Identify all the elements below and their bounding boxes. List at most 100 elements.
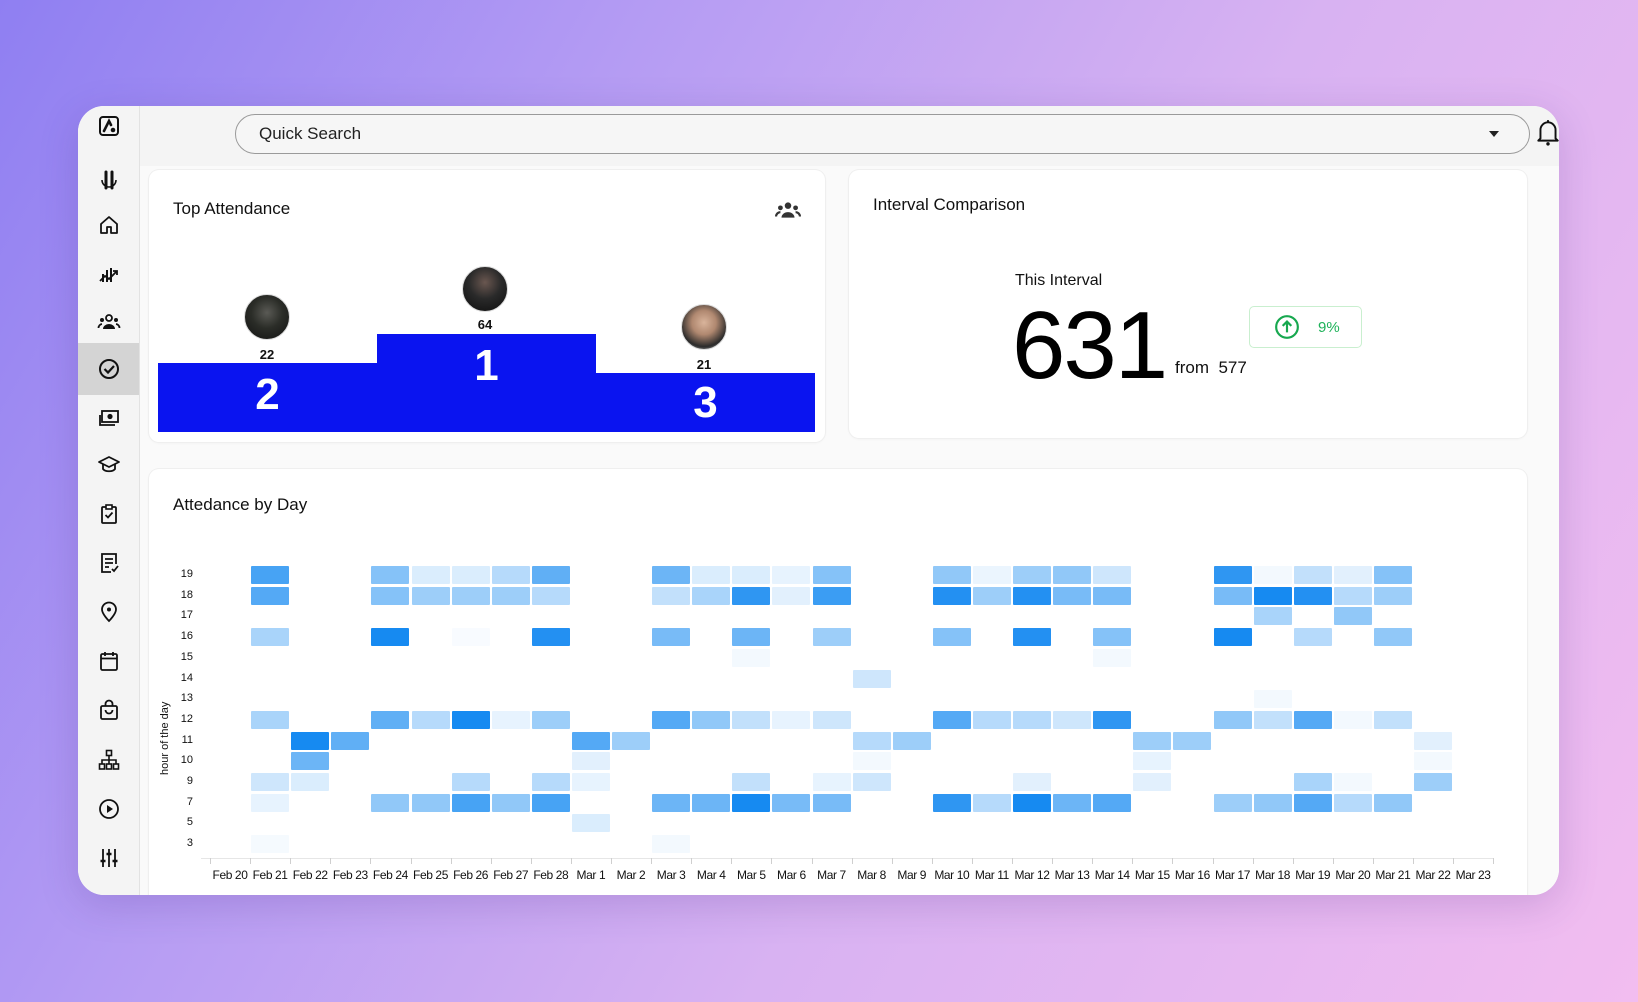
heatmap-cell[interactable] xyxy=(491,793,530,812)
heatmap-cell[interactable] xyxy=(251,773,290,791)
calendar-icon[interactable] xyxy=(78,641,139,681)
heatmap-cell[interactable] xyxy=(812,566,851,584)
heatmap-cell[interactable] xyxy=(531,773,570,791)
heatmap-cell[interactable] xyxy=(411,586,450,605)
heatmap-cell[interactable] xyxy=(772,586,811,605)
heatmap-cell[interactable] xyxy=(571,773,610,791)
heatmap-cell[interactable] xyxy=(451,628,490,647)
heatmap-cell[interactable] xyxy=(852,773,891,791)
heatmap-cell[interactable] xyxy=(732,648,771,667)
heatmap-cell[interactable] xyxy=(692,793,731,812)
heatmap-cell[interactable] xyxy=(1333,773,1372,791)
heatmap-cell[interactable] xyxy=(1013,586,1051,605)
heatmap-cell[interactable] xyxy=(571,752,610,771)
org-chart-icon[interactable] xyxy=(78,740,139,780)
heatmap-cell[interactable] xyxy=(291,731,330,750)
heatmap-cell[interactable] xyxy=(852,752,891,771)
heatmap-cell[interactable] xyxy=(652,628,691,647)
heatmap-cell[interactable] xyxy=(812,710,851,729)
sliders-icon[interactable] xyxy=(78,838,139,878)
quick-search-input[interactable]: Quick Search xyxy=(235,114,1530,154)
heatmap-cell[interactable] xyxy=(1293,566,1332,584)
heatmap-cell[interactable] xyxy=(772,566,811,584)
heatmap-cell[interactable] xyxy=(692,710,731,729)
heatmap-cell[interactable] xyxy=(291,752,330,771)
brand-mark-icon[interactable] xyxy=(78,160,139,200)
shopping-bag-icon[interactable] xyxy=(78,690,139,730)
heatmap-cell[interactable] xyxy=(1213,710,1252,729)
heatmap-cell[interactable] xyxy=(411,793,450,812)
heatmap-cell[interactable] xyxy=(972,566,1011,584)
heatmap-cell[interactable] xyxy=(371,586,410,605)
heatmap-cell[interactable] xyxy=(571,814,610,833)
heatmap-cell[interactable] xyxy=(1253,710,1292,729)
map-pin-icon[interactable] xyxy=(78,592,139,632)
heatmap-cell[interactable] xyxy=(1013,628,1051,647)
heatmap-cell[interactable] xyxy=(1253,690,1292,709)
heatmap-cell[interactable] xyxy=(1213,793,1252,812)
heatmap-cell[interactable] xyxy=(1053,586,1092,605)
heatmap-cell[interactable] xyxy=(692,566,731,584)
heatmap-cell[interactable] xyxy=(812,773,851,791)
heatmap-cell[interactable] xyxy=(571,731,610,750)
heatmap-cell[interactable] xyxy=(732,773,771,791)
heatmap-cell[interactable] xyxy=(1093,586,1132,605)
heatmap-cell[interactable] xyxy=(251,566,290,584)
heatmap-cell[interactable] xyxy=(1093,566,1132,584)
heatmap-cell[interactable] xyxy=(972,586,1011,605)
app-logo-icon[interactable] xyxy=(78,106,139,146)
heatmap-cell[interactable] xyxy=(652,710,691,729)
document-check-icon[interactable] xyxy=(78,543,139,583)
heatmap-cell[interactable] xyxy=(1253,566,1292,584)
heatmap-cell[interactable] xyxy=(1093,628,1132,647)
heatmap-cell[interactable] xyxy=(1414,752,1452,771)
check-circle-icon[interactable] xyxy=(78,343,139,395)
heatmap-cell[interactable] xyxy=(1213,586,1252,605)
heatmap-cell[interactable] xyxy=(451,773,490,791)
heatmap-cell[interactable] xyxy=(652,793,691,812)
heatmap-cell[interactable] xyxy=(371,710,410,729)
heatmap-cell[interactable] xyxy=(1053,793,1092,812)
heatmap-cell[interactable] xyxy=(1293,773,1332,791)
heatmap-cell[interactable] xyxy=(1373,628,1412,647)
heatmap-cell[interactable] xyxy=(1333,710,1372,729)
heatmap-cell[interactable] xyxy=(732,793,771,812)
heatmap-cell[interactable] xyxy=(1053,566,1092,584)
heatmap-cell[interactable] xyxy=(531,566,570,584)
heatmap-cell[interactable] xyxy=(251,793,290,812)
heatmap-cell[interactable] xyxy=(1013,566,1051,584)
heatmap-cell[interactable] xyxy=(451,793,490,812)
heatmap-cell[interactable] xyxy=(772,710,811,729)
heatmap-cell[interactable] xyxy=(251,628,290,647)
heatmap-cell[interactable] xyxy=(1013,793,1051,812)
chart-trend-icon[interactable] xyxy=(78,254,139,294)
heatmap-cell[interactable] xyxy=(251,710,290,729)
chevron-down-icon[interactable] xyxy=(1489,131,1499,137)
heatmap-cell[interactable] xyxy=(1053,710,1092,729)
heatmap-cell[interactable] xyxy=(411,710,450,729)
group-icon[interactable] xyxy=(775,199,803,221)
heatmap-cell[interactable] xyxy=(1414,773,1452,791)
heatmap-cell[interactable] xyxy=(1253,607,1292,626)
heatmap-cell[interactable] xyxy=(491,710,530,729)
heatmap-cell[interactable] xyxy=(612,731,650,750)
heatmap-cell[interactable] xyxy=(531,586,570,605)
heatmap-cell[interactable] xyxy=(1293,586,1332,605)
heatmap-cell[interactable] xyxy=(451,586,490,605)
heatmap-cell[interactable] xyxy=(371,566,410,584)
heatmap-cell[interactable] xyxy=(932,566,971,584)
heatmap-cell[interactable] xyxy=(1373,566,1412,584)
heatmap-cell[interactable] xyxy=(531,710,570,729)
heatmap-cell[interactable] xyxy=(772,793,811,812)
heatmap-cell[interactable] xyxy=(371,628,410,647)
heatmap-cell[interactable] xyxy=(1133,773,1172,791)
heatmap-cell[interactable] xyxy=(852,669,891,688)
heatmap-cell[interactable] xyxy=(251,835,290,854)
heatmap-cell[interactable] xyxy=(531,628,570,647)
heatmap-cell[interactable] xyxy=(251,586,290,605)
heatmap-cell[interactable] xyxy=(812,586,851,605)
heatmap-cell[interactable] xyxy=(932,710,971,729)
heatmap-cell[interactable] xyxy=(652,566,691,584)
heatmap-cell[interactable] xyxy=(732,628,771,647)
heatmap-cell[interactable] xyxy=(812,628,851,647)
